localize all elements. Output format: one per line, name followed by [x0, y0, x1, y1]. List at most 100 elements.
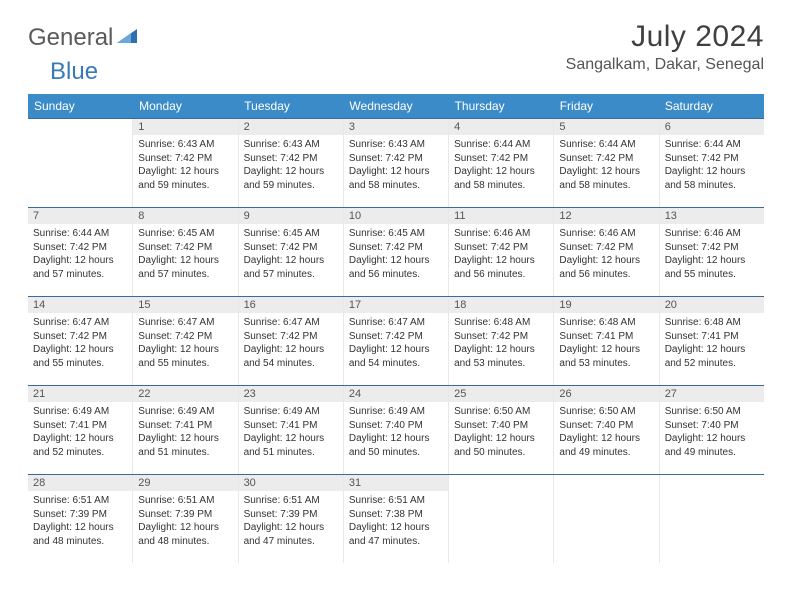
month-title: July 2024	[566, 20, 764, 54]
day-number: 26	[554, 386, 658, 402]
day-body: Sunrise: 6:46 AMSunset: 7:42 PMDaylight:…	[660, 224, 764, 286]
calendar-grid: Sunday Monday Tuesday Wednesday Thursday…	[28, 94, 764, 563]
sunset-text: Sunset: 7:42 PM	[665, 152, 759, 166]
day-number: 24	[344, 386, 448, 402]
sunrise-text: Sunrise: 6:44 AM	[665, 138, 759, 152]
day-cell: 20Sunrise: 6:48 AMSunset: 7:41 PMDayligh…	[660, 297, 764, 385]
sunset-text: Sunset: 7:42 PM	[138, 152, 232, 166]
day-number: 4	[449, 119, 553, 135]
day-cell: 2Sunrise: 6:43 AMSunset: 7:42 PMDaylight…	[239, 119, 344, 207]
weekday-saturday: Saturday	[659, 94, 764, 118]
daylight-text: Daylight: 12 hours and 55 minutes.	[665, 254, 759, 281]
day-body: Sunrise: 6:48 AMSunset: 7:41 PMDaylight:…	[554, 313, 658, 375]
sunset-text: Sunset: 7:40 PM	[349, 419, 443, 433]
logo-text-general: General	[28, 24, 113, 52]
daylight-text: Daylight: 12 hours and 49 minutes.	[559, 432, 653, 459]
day-cell: 29Sunrise: 6:51 AMSunset: 7:39 PMDayligh…	[133, 475, 238, 563]
daylight-text: Daylight: 12 hours and 50 minutes.	[349, 432, 443, 459]
sunrise-text: Sunrise: 6:48 AM	[665, 316, 759, 330]
day-body: Sunrise: 6:46 AMSunset: 7:42 PMDaylight:…	[554, 224, 658, 286]
sunset-text: Sunset: 7:42 PM	[349, 152, 443, 166]
weekday-sunday: Sunday	[28, 94, 133, 118]
day-body: Sunrise: 6:47 AMSunset: 7:42 PMDaylight:…	[28, 313, 132, 375]
day-body: Sunrise: 6:50 AMSunset: 7:40 PMDaylight:…	[554, 402, 658, 464]
day-number: 15	[133, 297, 237, 313]
day-body: Sunrise: 6:48 AMSunset: 7:42 PMDaylight:…	[449, 313, 553, 375]
sunset-text: Sunset: 7:41 PM	[244, 419, 338, 433]
sunrise-text: Sunrise: 6:43 AM	[349, 138, 443, 152]
logo: General	[28, 24, 141, 52]
sunset-text: Sunset: 7:42 PM	[138, 241, 232, 255]
sunset-text: Sunset: 7:40 PM	[665, 419, 759, 433]
week-row: 14Sunrise: 6:47 AMSunset: 7:42 PMDayligh…	[28, 296, 764, 385]
sunset-text: Sunset: 7:42 PM	[349, 241, 443, 255]
daylight-text: Daylight: 12 hours and 51 minutes.	[138, 432, 232, 459]
day-number: 17	[344, 297, 448, 313]
sunrise-text: Sunrise: 6:50 AM	[559, 405, 653, 419]
day-body: Sunrise: 6:49 AMSunset: 7:41 PMDaylight:…	[239, 402, 343, 464]
daylight-text: Daylight: 12 hours and 58 minutes.	[349, 165, 443, 192]
sunset-text: Sunset: 7:39 PM	[244, 508, 338, 522]
day-body: Sunrise: 6:51 AMSunset: 7:39 PMDaylight:…	[28, 491, 132, 553]
day-body: Sunrise: 6:45 AMSunset: 7:42 PMDaylight:…	[133, 224, 237, 286]
day-body: Sunrise: 6:47 AMSunset: 7:42 PMDaylight:…	[344, 313, 448, 375]
day-body: Sunrise: 6:44 AMSunset: 7:42 PMDaylight:…	[28, 224, 132, 286]
day-body: Sunrise: 6:44 AMSunset: 7:42 PMDaylight:…	[449, 135, 553, 197]
sunrise-text: Sunrise: 6:49 AM	[33, 405, 127, 419]
day-cell: 1Sunrise: 6:43 AMSunset: 7:42 PMDaylight…	[133, 119, 238, 207]
daylight-text: Daylight: 12 hours and 56 minutes.	[559, 254, 653, 281]
sunrise-text: Sunrise: 6:48 AM	[454, 316, 548, 330]
sunset-text: Sunset: 7:42 PM	[349, 330, 443, 344]
day-cell: 26Sunrise: 6:50 AMSunset: 7:40 PMDayligh…	[554, 386, 659, 474]
day-body: Sunrise: 6:51 AMSunset: 7:39 PMDaylight:…	[133, 491, 237, 553]
sunrise-text: Sunrise: 6:46 AM	[454, 227, 548, 241]
week-row: 21Sunrise: 6:49 AMSunset: 7:41 PMDayligh…	[28, 385, 764, 474]
sunrise-text: Sunrise: 6:45 AM	[244, 227, 338, 241]
daylight-text: Daylight: 12 hours and 48 minutes.	[138, 521, 232, 548]
sunrise-text: Sunrise: 6:50 AM	[665, 405, 759, 419]
day-body: Sunrise: 6:43 AMSunset: 7:42 PMDaylight:…	[239, 135, 343, 197]
daylight-text: Daylight: 12 hours and 56 minutes.	[454, 254, 548, 281]
daylight-text: Daylight: 12 hours and 54 minutes.	[349, 343, 443, 370]
sunset-text: Sunset: 7:40 PM	[454, 419, 548, 433]
sunrise-text: Sunrise: 6:49 AM	[138, 405, 232, 419]
day-body: Sunrise: 6:43 AMSunset: 7:42 PMDaylight:…	[344, 135, 448, 197]
day-number: 5	[554, 119, 658, 135]
day-number: 6	[660, 119, 764, 135]
daylight-text: Daylight: 12 hours and 55 minutes.	[138, 343, 232, 370]
day-body: Sunrise: 6:51 AMSunset: 7:39 PMDaylight:…	[239, 491, 343, 553]
day-cell: 24Sunrise: 6:49 AMSunset: 7:40 PMDayligh…	[344, 386, 449, 474]
day-number: 20	[660, 297, 764, 313]
day-cell	[660, 475, 764, 563]
sunset-text: Sunset: 7:42 PM	[244, 152, 338, 166]
daylight-text: Daylight: 12 hours and 50 minutes.	[454, 432, 548, 459]
sunrise-text: Sunrise: 6:48 AM	[559, 316, 653, 330]
sunrise-text: Sunrise: 6:43 AM	[244, 138, 338, 152]
sunrise-text: Sunrise: 6:51 AM	[138, 494, 232, 508]
day-cell: 10Sunrise: 6:45 AMSunset: 7:42 PMDayligh…	[344, 208, 449, 296]
daylight-text: Daylight: 12 hours and 59 minutes.	[244, 165, 338, 192]
sunset-text: Sunset: 7:41 PM	[33, 419, 127, 433]
day-cell: 18Sunrise: 6:48 AMSunset: 7:42 PMDayligh…	[449, 297, 554, 385]
day-cell: 9Sunrise: 6:45 AMSunset: 7:42 PMDaylight…	[239, 208, 344, 296]
sunset-text: Sunset: 7:42 PM	[454, 241, 548, 255]
day-number: 30	[239, 475, 343, 491]
day-number: 29	[133, 475, 237, 491]
sunset-text: Sunset: 7:41 PM	[665, 330, 759, 344]
day-cell: 8Sunrise: 6:45 AMSunset: 7:42 PMDaylight…	[133, 208, 238, 296]
sunrise-text: Sunrise: 6:50 AM	[454, 405, 548, 419]
sunset-text: Sunset: 7:42 PM	[33, 330, 127, 344]
day-cell: 15Sunrise: 6:47 AMSunset: 7:42 PMDayligh…	[133, 297, 238, 385]
sunrise-text: Sunrise: 6:47 AM	[33, 316, 127, 330]
day-cell: 12Sunrise: 6:46 AMSunset: 7:42 PMDayligh…	[554, 208, 659, 296]
weekday-tuesday: Tuesday	[238, 94, 343, 118]
day-number: 28	[28, 475, 132, 491]
weekday-friday: Friday	[554, 94, 659, 118]
day-cell: 13Sunrise: 6:46 AMSunset: 7:42 PMDayligh…	[660, 208, 764, 296]
day-cell: 22Sunrise: 6:49 AMSunset: 7:41 PMDayligh…	[133, 386, 238, 474]
daylight-text: Daylight: 12 hours and 47 minutes.	[244, 521, 338, 548]
sunset-text: Sunset: 7:42 PM	[244, 241, 338, 255]
day-cell: 28Sunrise: 6:51 AMSunset: 7:39 PMDayligh…	[28, 475, 133, 563]
day-cell: 27Sunrise: 6:50 AMSunset: 7:40 PMDayligh…	[660, 386, 764, 474]
daylight-text: Daylight: 12 hours and 52 minutes.	[33, 432, 127, 459]
